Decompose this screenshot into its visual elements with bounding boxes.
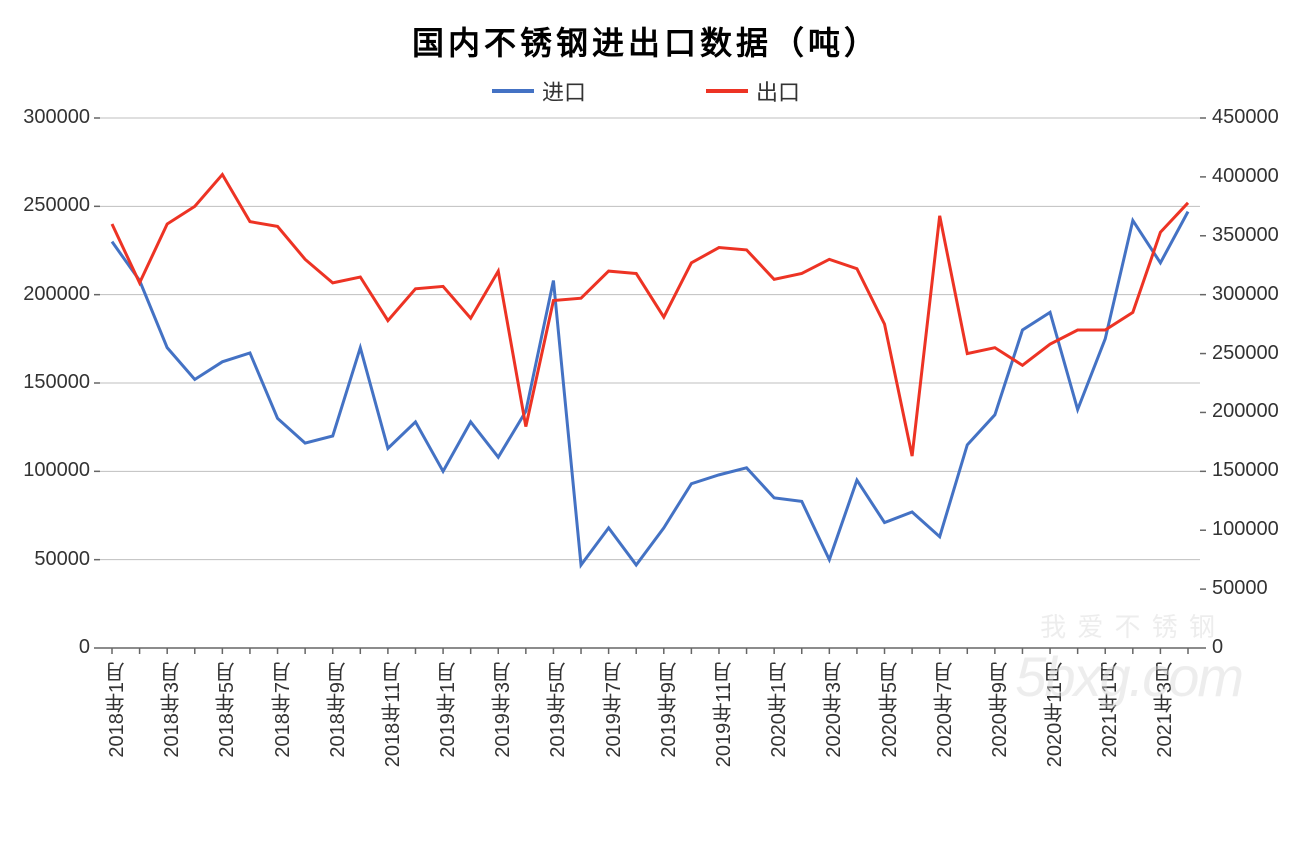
x-tick-label: 2019年5月 — [543, 662, 572, 758]
y-left-tick-label: 300000 — [23, 106, 90, 129]
x-tick-label: 2018年7月 — [268, 662, 297, 758]
x-tick-label: 2019年9月 — [654, 662, 683, 758]
x-tick-label: 2020年1月 — [764, 662, 793, 758]
y-left-tick-label: 50000 — [34, 548, 90, 571]
x-tick-label: 2019年7月 — [599, 662, 628, 758]
x-tick-label: 2018年5月 — [212, 662, 241, 758]
x-tick-label: 2019年11月 — [709, 662, 738, 767]
y-left-tick-label: 250000 — [23, 194, 90, 217]
x-tick-label: 2018年11月 — [378, 662, 407, 767]
x-tick-label: 2018年1月 — [102, 662, 131, 758]
x-tick-label: 2018年9月 — [323, 662, 352, 758]
y-right-tick-label: 300000 — [1212, 283, 1279, 306]
x-tick-label: 2020年5月 — [875, 662, 904, 758]
x-tick-label: 2020年11月 — [1040, 662, 1069, 767]
x-tick-label: 2019年1月 — [433, 662, 462, 758]
y-right-tick-label: 250000 — [1212, 342, 1279, 365]
y-left-tick-label: 150000 — [23, 371, 90, 394]
y-right-tick-label: 400000 — [1212, 165, 1279, 188]
y-right-tick-label: 50000 — [1212, 577, 1268, 600]
x-tick-label: 2020年7月 — [930, 662, 959, 758]
y-left-tick-label: 200000 — [23, 283, 90, 306]
x-tick-label: 2020年3月 — [819, 662, 848, 758]
chart-container: 国内不锈钢进出口数据（吨） 进口出口 050000100000150000200… — [0, 0, 1292, 864]
x-tick-label: 2020年9月 — [985, 662, 1014, 758]
y-left-tick-label: 100000 — [23, 459, 90, 482]
x-tick-label: 2021年1月 — [1095, 662, 1124, 758]
y-right-tick-label: 100000 — [1212, 518, 1279, 541]
y-right-tick-label: 0 — [1212, 636, 1223, 659]
x-tick-label: 2018年3月 — [157, 662, 186, 758]
x-tick-label: 2021年3月 — [1150, 662, 1179, 758]
y-left-tick-label: 0 — [79, 636, 90, 659]
series-line-进口 — [112, 212, 1188, 565]
y-right-tick-label: 200000 — [1212, 400, 1279, 423]
x-tick-label: 2019年3月 — [488, 662, 517, 758]
series-line-出口 — [112, 175, 1188, 456]
y-right-tick-label: 350000 — [1212, 224, 1279, 247]
y-right-tick-label: 450000 — [1212, 106, 1279, 129]
y-right-tick-label: 150000 — [1212, 459, 1279, 482]
